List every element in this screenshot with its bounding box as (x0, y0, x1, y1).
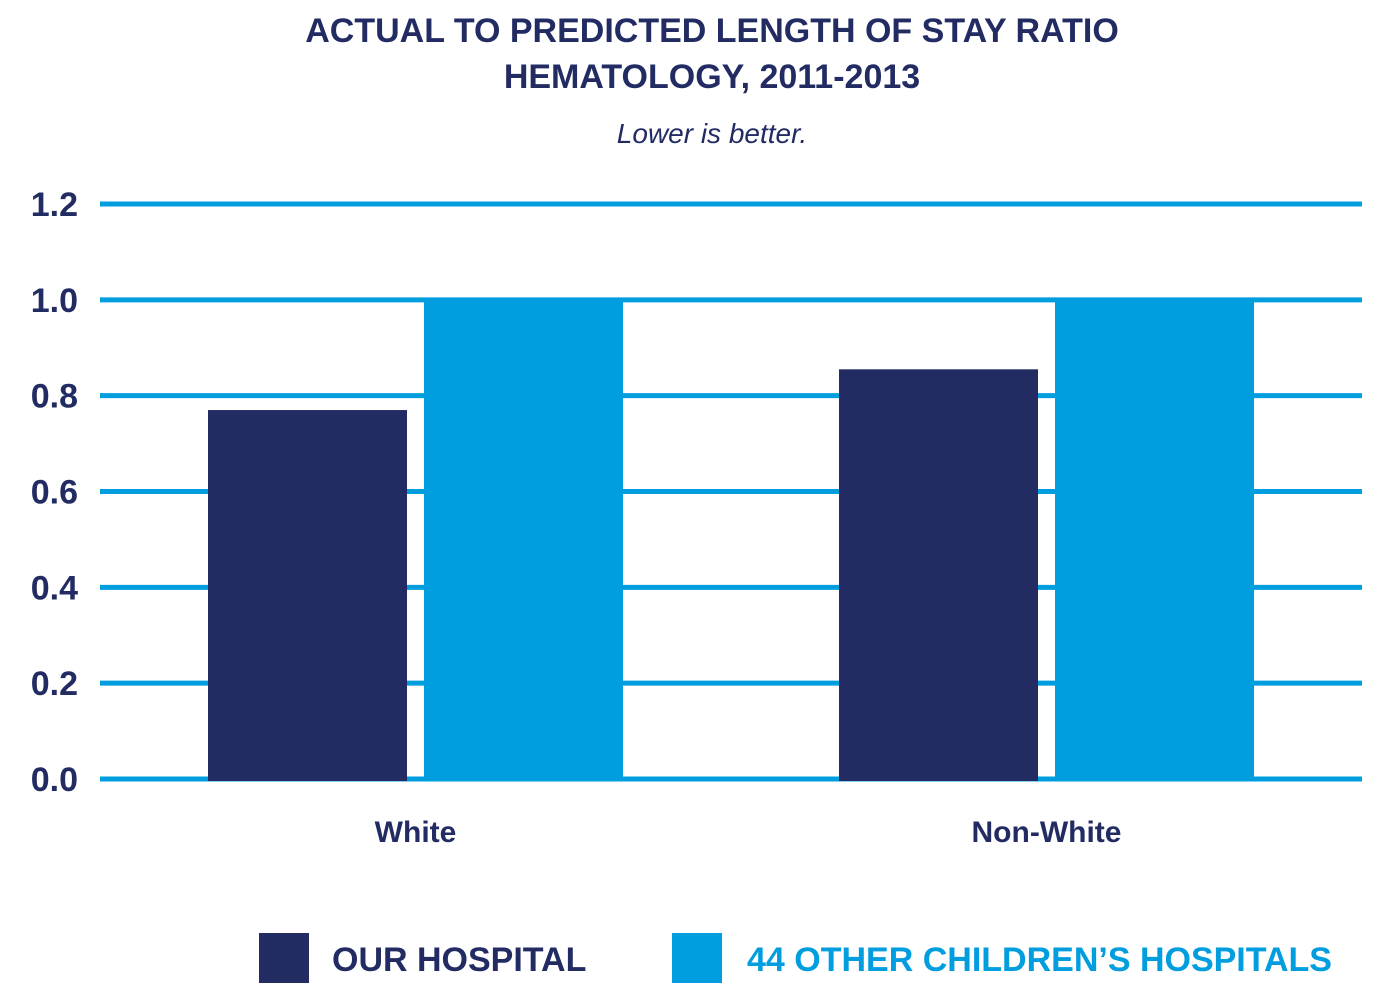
y-tick-label: 0.0 (31, 761, 78, 799)
y-tick-label: 1.2 (31, 186, 78, 224)
bar-our-hospital-white (208, 410, 407, 781)
x-axis-ticks: White Non-White (375, 816, 1122, 849)
legend-label: 44 OTHER CHILDREN’S HOSPITALS (747, 941, 1332, 979)
x-tick-label: Non-White (972, 816, 1122, 849)
legend: OUR HOSPITAL 44 OTHER CHILDREN’S HOSPITAL… (259, 933, 1332, 983)
y-tick-label: 1.0 (31, 282, 78, 320)
chart-title-line-2: HEMATOLOGY, 2011-2013 (504, 58, 920, 96)
y-axis-ticks: 0.0 0.2 0.4 0.6 0.8 1.0 1.2 (31, 186, 78, 799)
bars (208, 299, 1254, 781)
y-tick-label: 0.4 (31, 569, 78, 607)
y-tick-label: 0.2 (31, 665, 78, 703)
legend-swatch (672, 933, 722, 983)
legend-swatch (259, 933, 309, 983)
y-tick-label: 0.6 (31, 474, 78, 512)
legend-label: OUR HOSPITAL (332, 941, 586, 979)
bar-other-hospitals-non-white (1055, 299, 1254, 781)
y-tick-label: 0.8 (31, 378, 78, 416)
x-tick-label: White (375, 816, 457, 849)
chart-subtitle: Lower is better. (617, 118, 807, 149)
chart-title-line-1: ACTUAL TO PREDICTED LENGTH OF STAY RATIO (305, 12, 1119, 50)
bar-our-hospital-non-white (839, 369, 1038, 781)
bar-other-hospitals-white (424, 299, 623, 781)
